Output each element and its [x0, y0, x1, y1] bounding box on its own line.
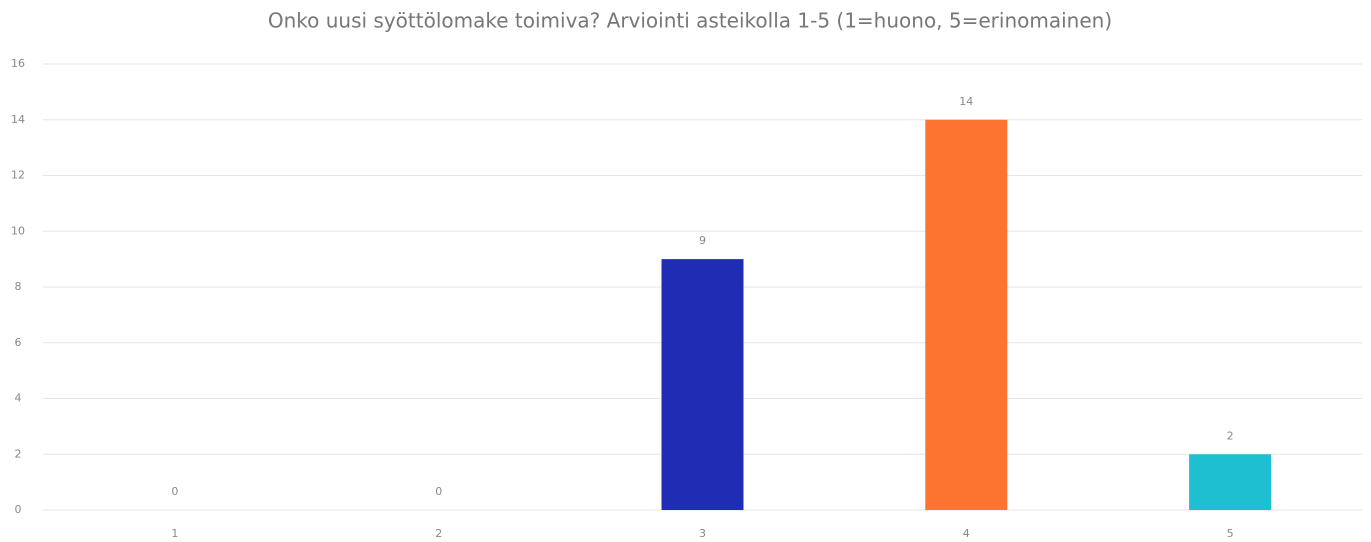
x-tick-label: 1 [171, 527, 178, 540]
y-tick-label: 16 [11, 57, 25, 70]
x-tick-label: 3 [699, 527, 706, 540]
data-label: 9 [699, 234, 706, 247]
x-tick-label: 5 [1227, 527, 1234, 540]
y-tick-label: 0 [15, 503, 22, 516]
bar [1189, 454, 1272, 510]
y-tick-label: 8 [15, 280, 22, 293]
y-tick-label: 6 [15, 336, 22, 349]
y-tick-label: 10 [11, 224, 25, 237]
data-label: 14 [959, 95, 973, 108]
x-tick-label: 2 [435, 527, 442, 540]
y-tick-label: 4 [15, 392, 22, 405]
y-tick-label: 12 [11, 169, 25, 182]
data-label: 0 [171, 485, 178, 498]
bar [661, 259, 744, 510]
bar [925, 119, 1008, 510]
data-label: 0 [435, 485, 442, 498]
x-tick-label: 4 [963, 527, 970, 540]
chart-title: Onko uusi syöttölomake toimiva? Arvioint… [268, 9, 1112, 33]
y-tick-label: 14 [11, 113, 25, 126]
y-tick-label: 2 [15, 447, 22, 460]
data-label: 2 [1227, 429, 1234, 442]
